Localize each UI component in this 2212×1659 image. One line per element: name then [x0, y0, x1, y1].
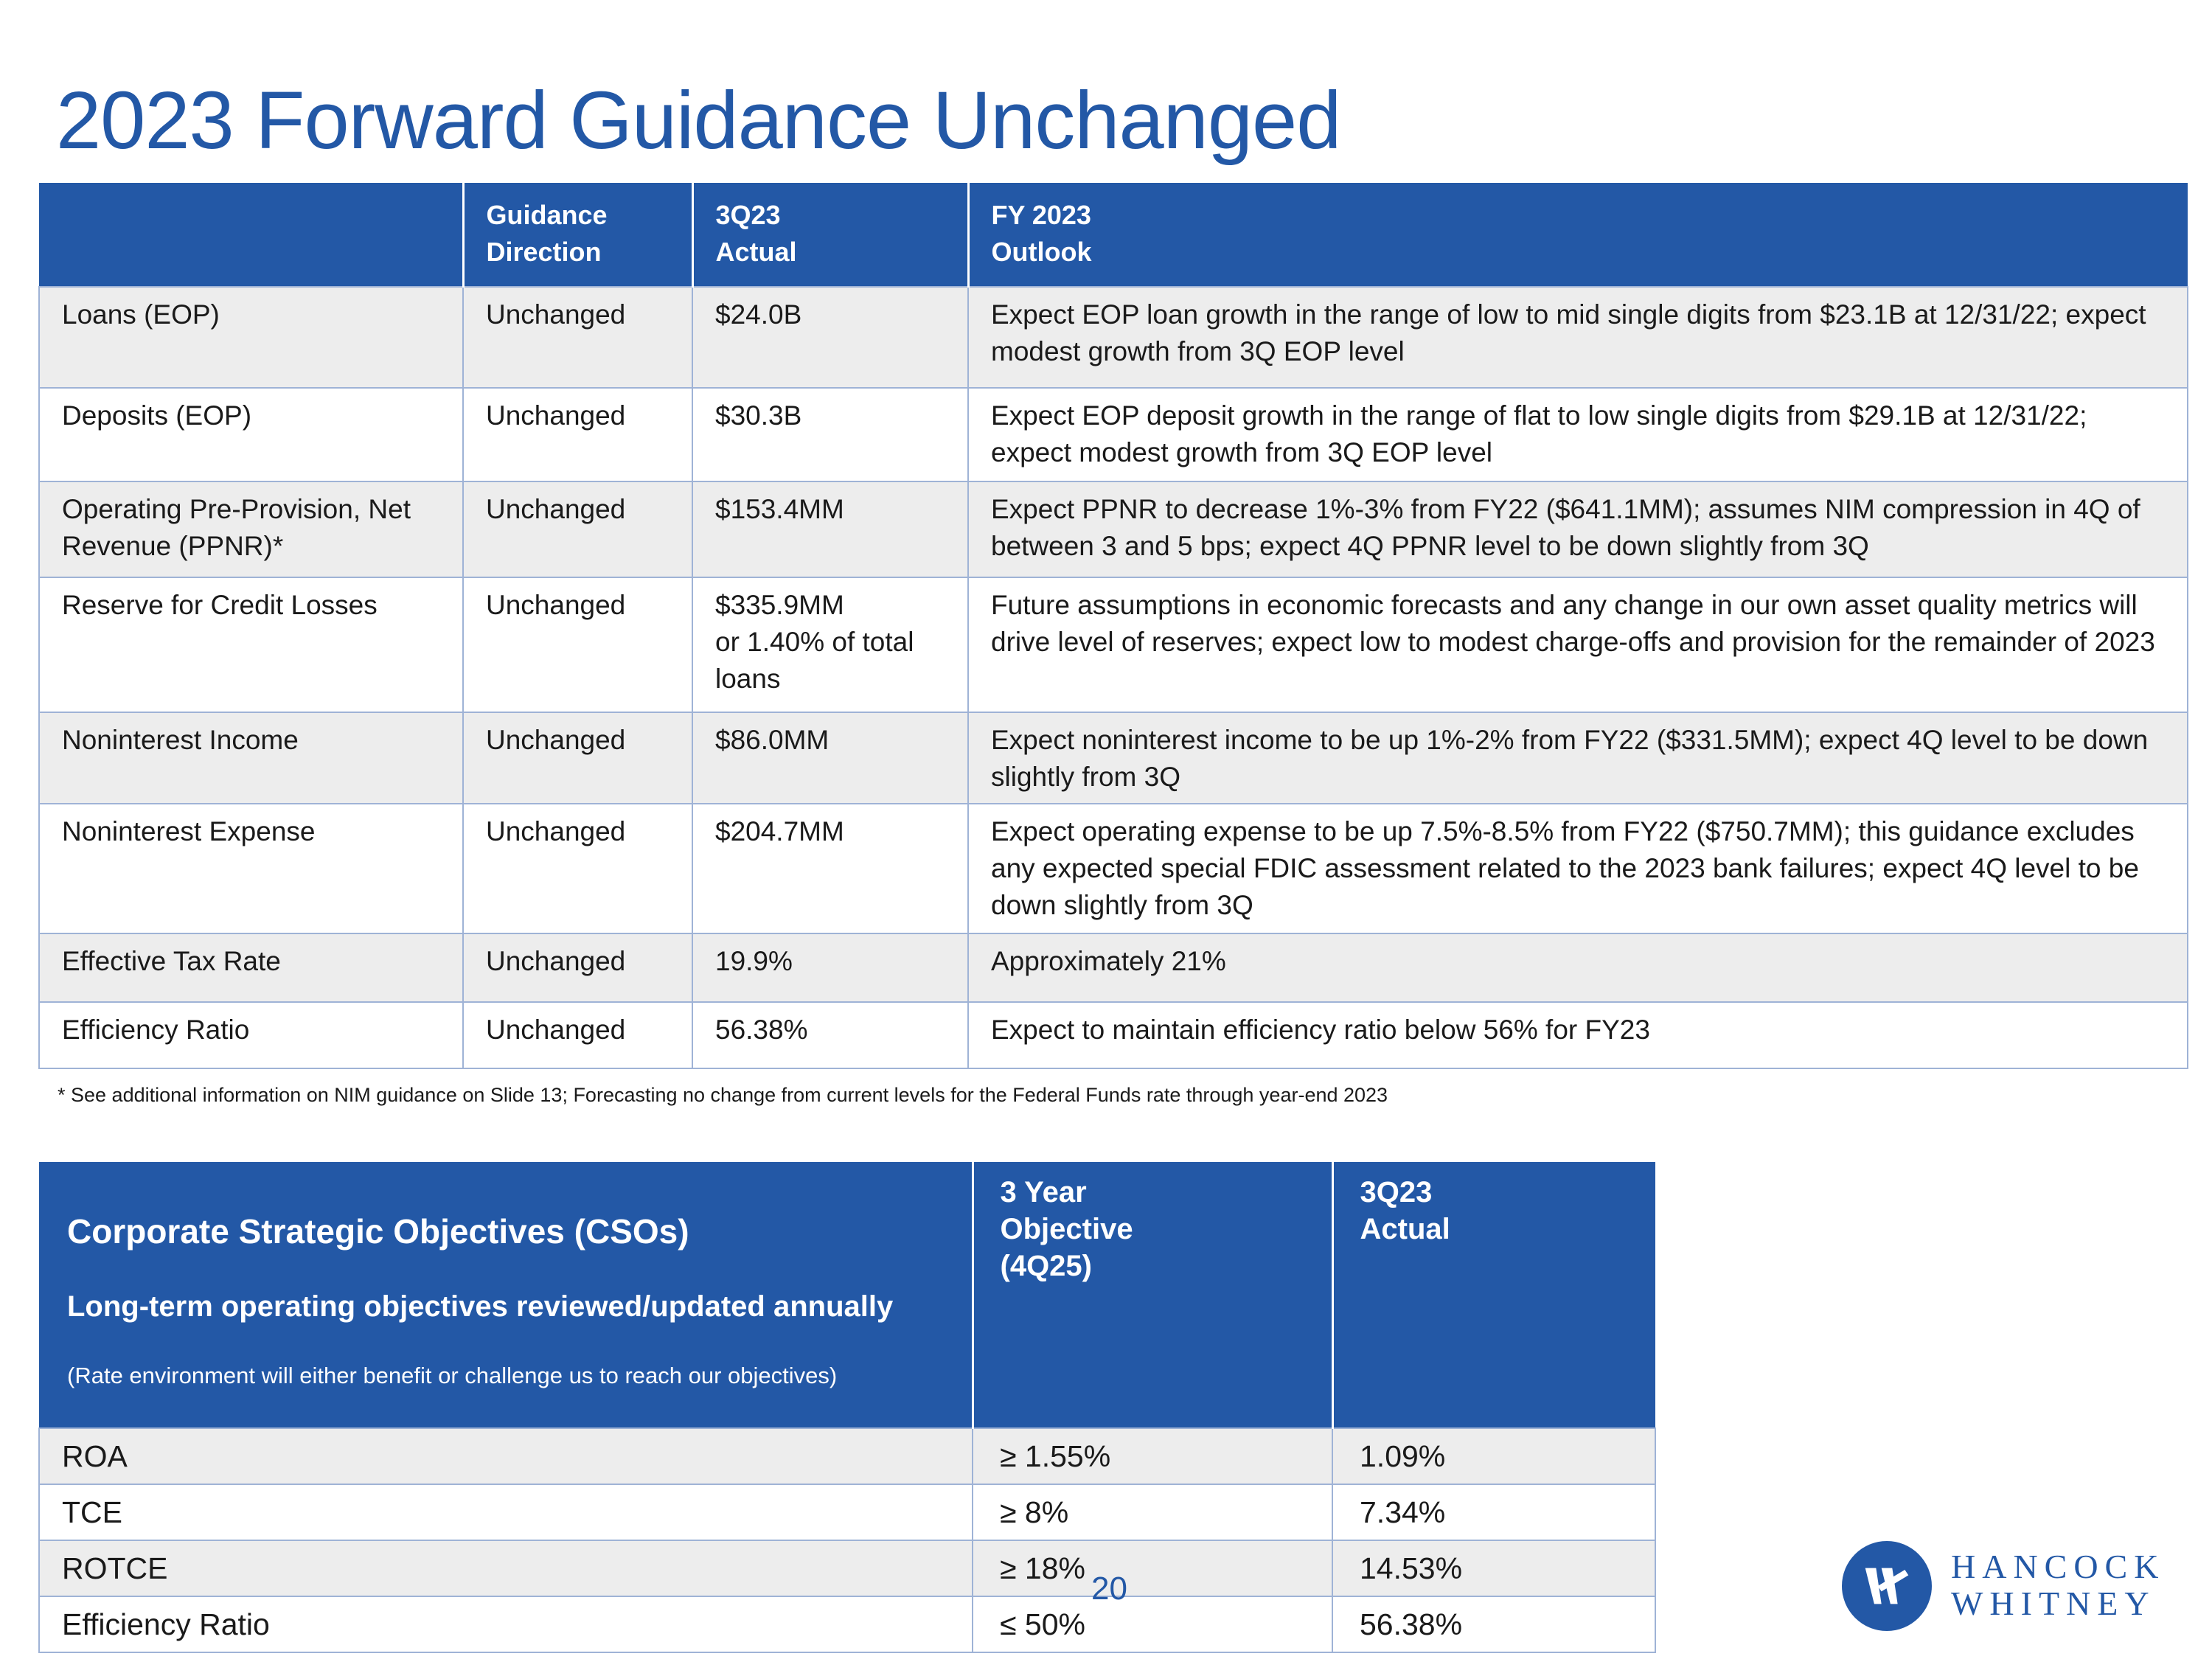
guidance-actual: $86.0MM: [692, 712, 969, 804]
page-number: 20: [1091, 1571, 1127, 1607]
table-row: Reserve for Credit Losses Unchanged $335…: [38, 577, 2188, 713]
guidance-metric: Operating Pre-Provision, Net Revenue (PP…: [38, 481, 464, 578]
guidance-metric: Effective Tax Rate: [38, 933, 464, 1003]
table-row: Noninterest Income Unchanged $86.0MM Exp…: [38, 712, 2188, 804]
guidance-outlook: Expect operating expense to be up 7.5%-8…: [967, 803, 2188, 934]
cso-metric: ROA: [38, 1427, 973, 1485]
cso-title: Corporate Strategic Objectives (CSOs): [67, 1212, 689, 1251]
cso-header-actual: 3Q23 Actual: [1331, 1162, 1655, 1428]
guidance-outlook: Expect to maintain efficiency ratio belo…: [967, 1001, 2188, 1069]
table-row: Efficiency Ratio ≤ 50% 56.38%: [38, 1596, 1656, 1653]
cso-table: Corporate Strategic Objectives (CSOs) Lo…: [38, 1162, 1656, 1653]
guidance-direction: Unchanged: [462, 286, 693, 389]
guidance-direction: Unchanged: [462, 933, 693, 1003]
guidance-outlook: Expect EOP loan growth in the range of l…: [967, 286, 2188, 389]
table-row: ROTCE ≥ 18% 14.53%: [38, 1540, 1656, 1597]
guidance-actual: $204.7MM: [692, 803, 969, 934]
guidance-header-outlook: FY 2023 Outlook: [967, 183, 2188, 287]
guidance-metric: Noninterest Expense: [38, 803, 464, 934]
table-row: ROA ≥ 1.55% 1.09%: [38, 1427, 1656, 1485]
guidance-actual: $335.9MM or 1.40% of total loans: [692, 577, 969, 713]
table-row: Effective Tax Rate Unchanged 19.9% Appro…: [38, 933, 2188, 1003]
guidance-direction: Unchanged: [462, 712, 693, 804]
guidance-actual: $153.4MM: [692, 481, 969, 578]
cso-objective: ≥ 18%: [972, 1540, 1333, 1597]
cso-subtitle: Long-term operating objectives reviewed/…: [67, 1290, 894, 1323]
cso-actual: 56.38%: [1332, 1596, 1656, 1653]
guidance-outlook: Expect PPNR to decrease 1%-3% from FY22 …: [967, 481, 2188, 578]
guidance-metric: Noninterest Income: [38, 712, 464, 804]
guidance-direction: Unchanged: [462, 1001, 693, 1069]
guidance-direction: Unchanged: [462, 481, 693, 578]
cso-metric: ROTCE: [38, 1540, 973, 1597]
guidance-header-direction: Guidance Direction: [462, 183, 692, 287]
guidance-direction: Unchanged: [462, 577, 693, 713]
footnote: * See additional information on NIM guid…: [58, 1084, 1388, 1106]
cso-objective: ≥ 8%: [972, 1484, 1333, 1541]
table-row: Noninterest Expense Unchanged $204.7MM E…: [38, 803, 2188, 934]
guidance-outlook: Future assumptions in economic forecasts…: [967, 577, 2188, 713]
guidance-table: Guidance Direction 3Q23 Actual FY 2023 O…: [38, 183, 2188, 1069]
guidance-metric: Efficiency Ratio: [38, 1001, 464, 1069]
cso-actual: 14.53%: [1332, 1540, 1656, 1597]
cso-actual: 7.34%: [1332, 1484, 1656, 1541]
guidance-actual: $30.3B: [692, 387, 969, 482]
table-row: Operating Pre-Provision, Net Revenue (PP…: [38, 481, 2188, 578]
brand-line-2: WHITNEY: [1951, 1585, 2156, 1622]
guidance-metric: Loans (EOP): [38, 286, 464, 389]
table-row: Efficiency Ratio Unchanged 56.38% Expect…: [38, 1001, 2188, 1069]
guidance-outlook: Expect noninterest income to be up 1%-2%…: [967, 712, 2188, 804]
guidance-outlook: Expect EOP deposit growth in the range o…: [967, 387, 2188, 482]
table-row: TCE ≥ 8% 7.34%: [38, 1484, 1656, 1541]
guidance-actual: $24.0B: [692, 286, 969, 389]
cso-metric: Efficiency Ratio: [38, 1596, 973, 1653]
guidance-outlook: Approximately 21%: [967, 933, 2188, 1003]
cso-metric: TCE: [38, 1484, 973, 1541]
guidance-actual: 56.38%: [692, 1001, 969, 1069]
guidance-header-row: Guidance Direction 3Q23 Actual FY 2023 O…: [39, 183, 2188, 287]
cso-note: (Rate environment will either benefit or…: [67, 1363, 838, 1388]
guidance-metric: Reserve for Credit Losses: [38, 577, 464, 713]
page-title: 2023 Forward Guidance Unchanged: [56, 75, 1341, 166]
hancock-whitney-logo-icon: [1842, 1541, 1932, 1631]
guidance-metric: Deposits (EOP): [38, 387, 464, 482]
cso-header-objective: 3 Year Objective (4Q25): [971, 1162, 1332, 1428]
cso-objective: ≥ 1.55%: [972, 1427, 1333, 1485]
cso-objective: ≤ 50%: [972, 1596, 1333, 1653]
guidance-actual: 19.9%: [692, 933, 969, 1003]
table-row: Loans (EOP) Unchanged $24.0B Expect EOP …: [38, 286, 2188, 389]
cso-header-row: Corporate Strategic Objectives (CSOs) Lo…: [39, 1162, 1655, 1428]
guidance-direction: Unchanged: [462, 387, 693, 482]
guidance-header-actual: 3Q23 Actual: [691, 183, 968, 287]
guidance-direction: Unchanged: [462, 803, 693, 934]
table-row: Deposits (EOP) Unchanged $30.3B Expect E…: [38, 387, 2188, 482]
brand-line-1: HANCOCK: [1951, 1548, 2166, 1585]
guidance-header-metric: [39, 183, 463, 287]
brand-wordmark: HANCOCK WHITNEY: [1951, 1548, 2165, 1622]
cso-header-metric: Corporate Strategic Objectives (CSOs) Lo…: [39, 1162, 973, 1428]
cso-actual: 1.09%: [1332, 1427, 1656, 1485]
